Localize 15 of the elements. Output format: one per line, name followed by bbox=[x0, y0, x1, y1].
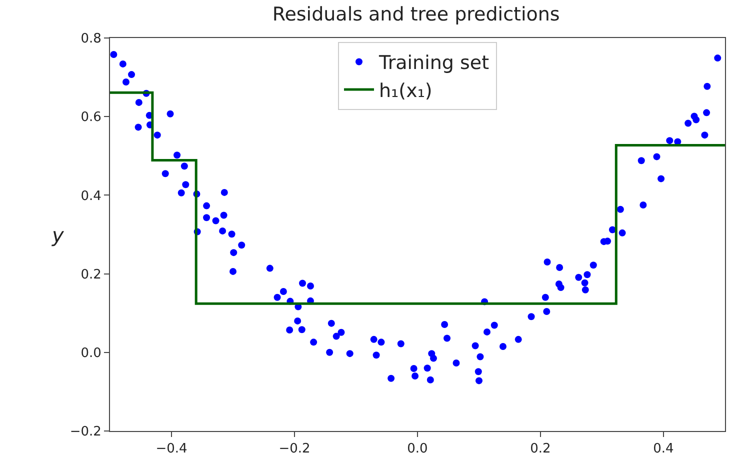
y-tick-label: 0.0 bbox=[80, 346, 102, 361]
x-tick-label: 0.4 bbox=[653, 442, 674, 457]
x-tick-label: −0.4 bbox=[156, 442, 188, 457]
y-tick-label: 0.6 bbox=[80, 110, 102, 126]
legend-label: Training set bbox=[378, 52, 490, 74]
legend-label: h₁(x₁) bbox=[379, 80, 438, 102]
x-tick-label: 0.0 bbox=[407, 442, 428, 457]
y-tick-label: 0.8 bbox=[80, 32, 102, 47]
chart-title: Residuals and tree predictions bbox=[272, 3, 560, 26]
x-tick-label: 0.2 bbox=[530, 442, 551, 457]
y-tick-label: 0.4 bbox=[80, 188, 102, 204]
y-tick-label: 0.2 bbox=[80, 267, 102, 282]
y-axis-title: y bbox=[51, 223, 65, 247]
y-tick-label: −0.2 bbox=[70, 424, 102, 440]
x-tick-label: −0.2 bbox=[278, 442, 310, 457]
